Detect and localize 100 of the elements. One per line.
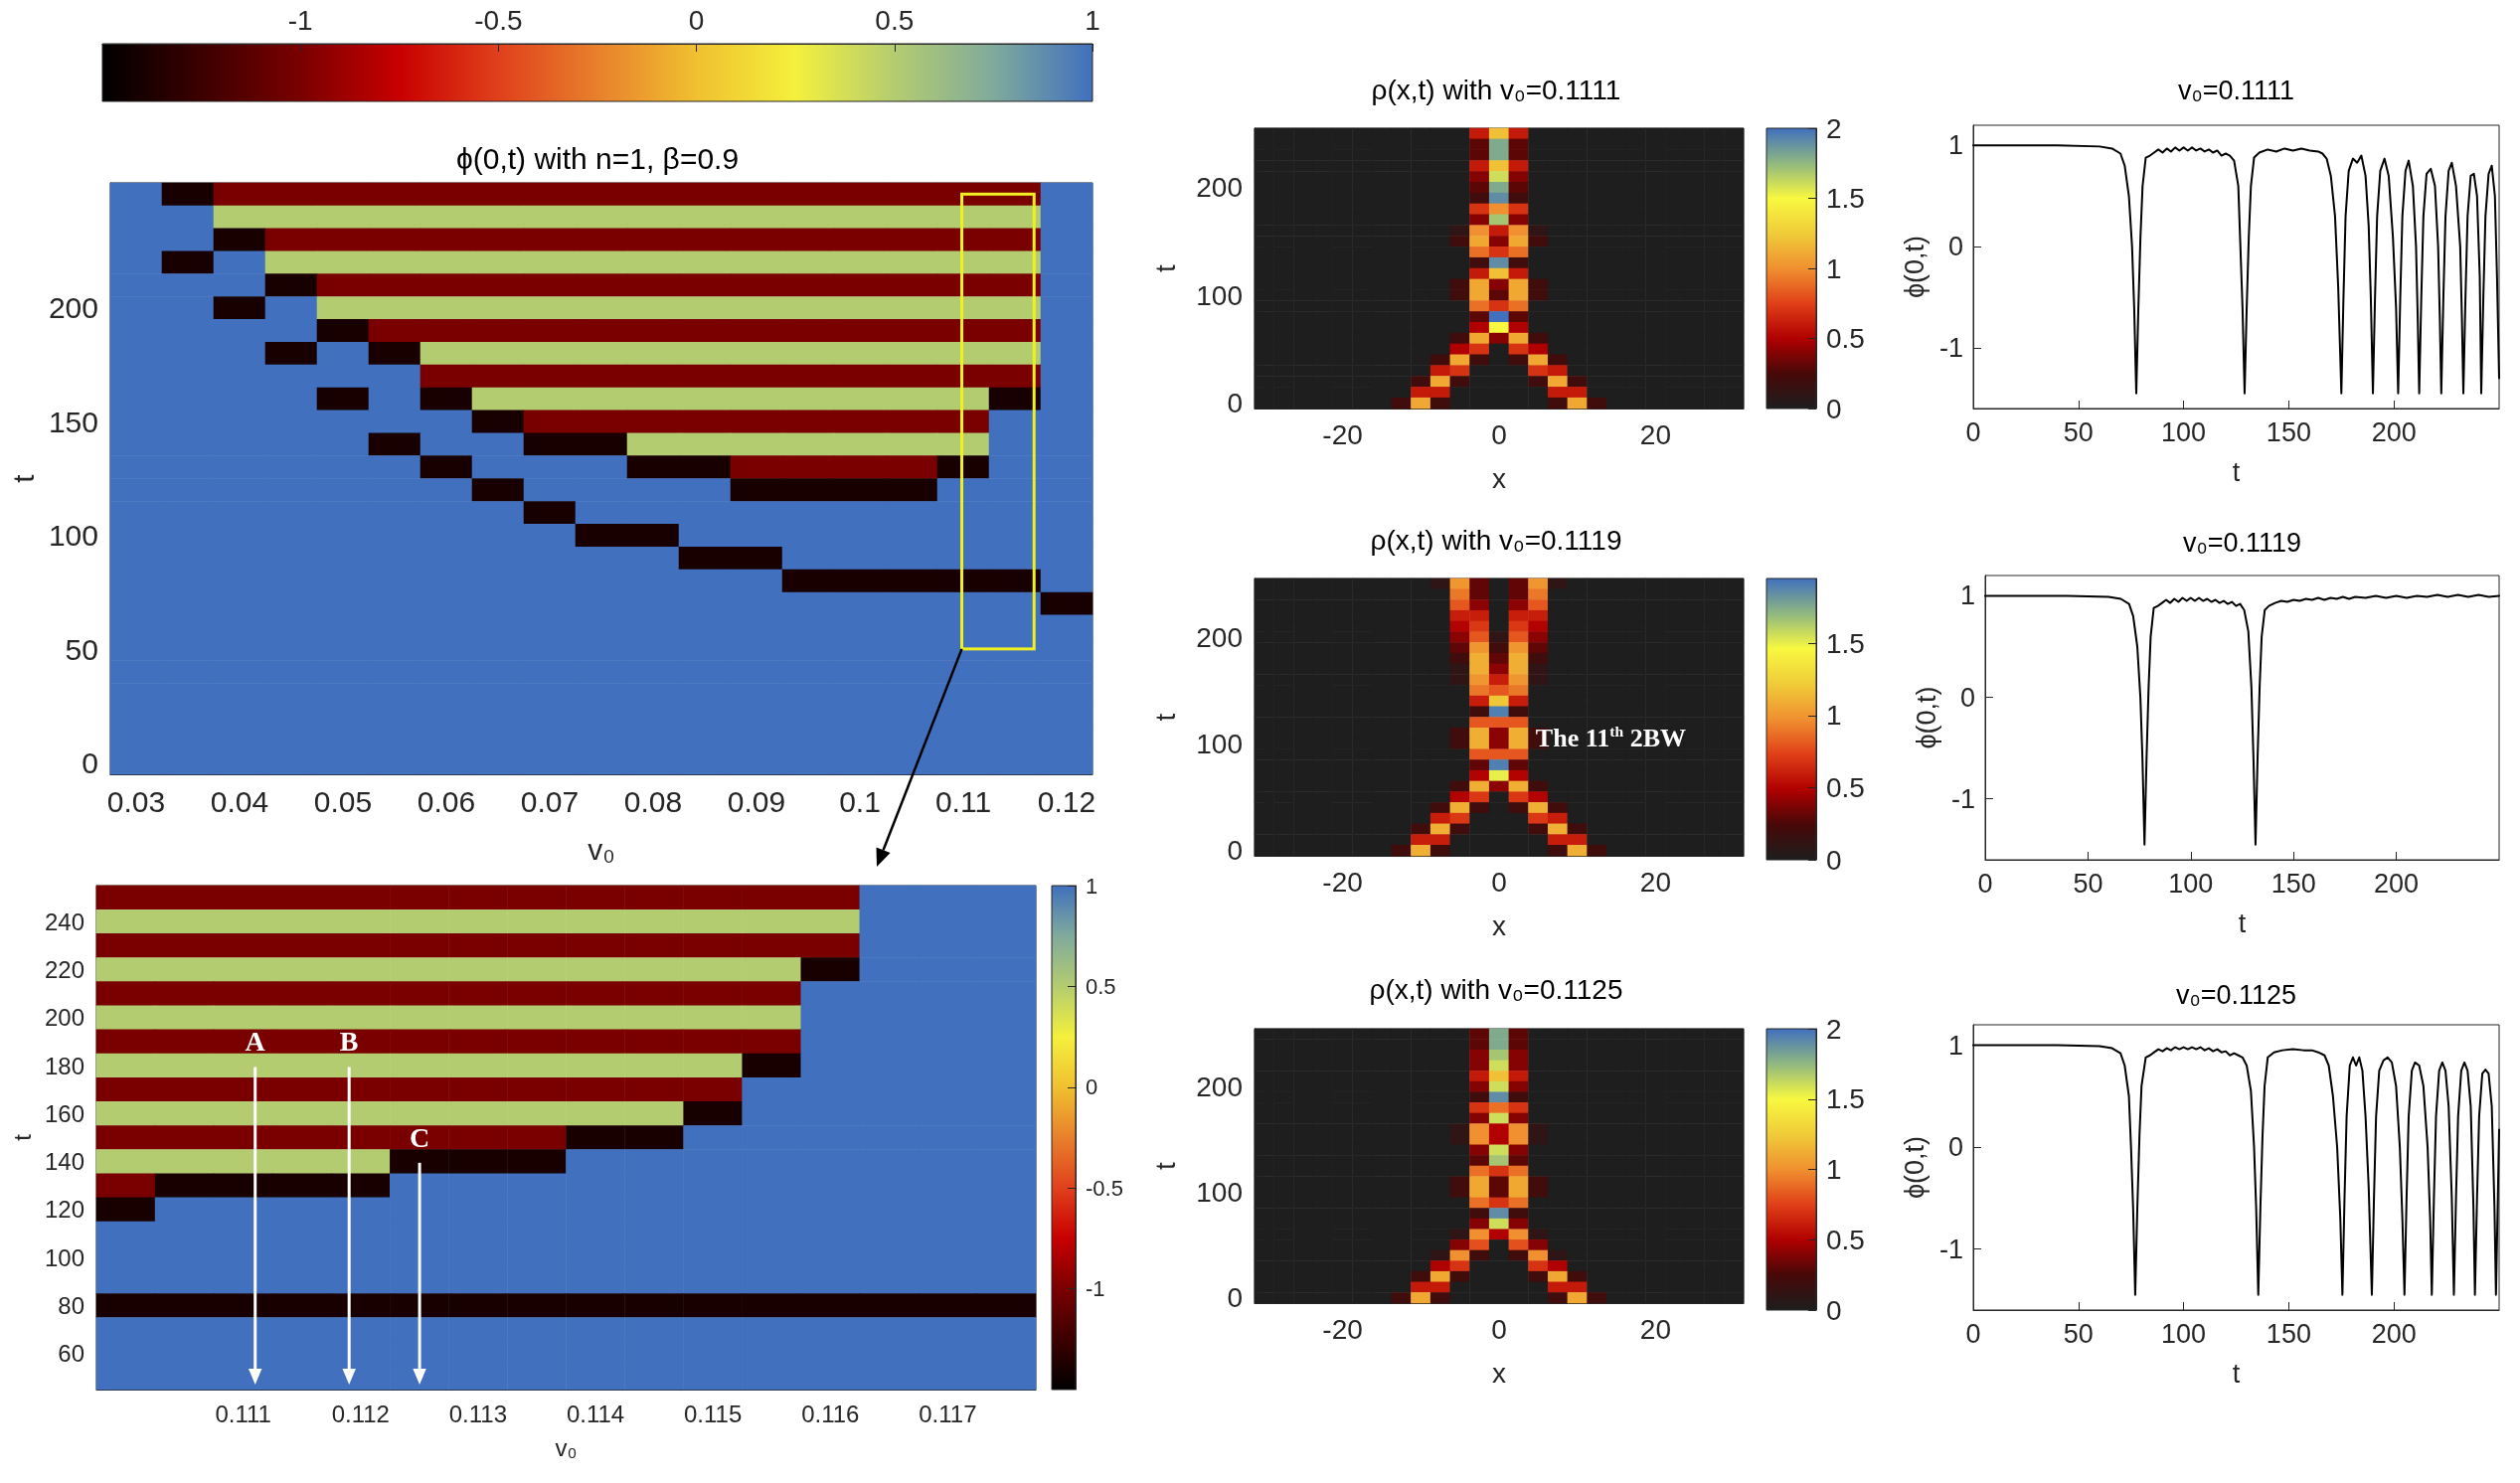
x-axis-title: t <box>2238 907 2247 938</box>
color-bar-label: -1 <box>1086 1276 1105 1302</box>
y-axis-title: t <box>8 1133 36 1141</box>
x-tick-label: 150 <box>2266 416 2311 447</box>
x-tick-label: 20 <box>1639 418 1672 450</box>
chart-title: ρ(x,t) with v₀=0.1125 <box>1369 973 1623 1005</box>
x-tick-label: 50 <box>2063 1318 2094 1349</box>
y-tick-label: 200 <box>1196 621 1243 653</box>
x-tick-label: 150 <box>2270 868 2316 899</box>
y-tick-label: 0 <box>1227 1282 1243 1314</box>
x-tick-label: 20 <box>1639 1313 1672 1345</box>
y-tick-label: 0 <box>82 746 98 780</box>
line-series <box>1972 1044 2500 1296</box>
annotation: A <box>245 1025 265 1057</box>
y-axis-title: t <box>1149 263 1181 272</box>
color-bar-label: 1.5 <box>1826 183 1865 214</box>
y-tick-label: 200 <box>44 1004 84 1032</box>
y-tick-label: 1 <box>1947 130 1963 161</box>
x-axis-title: x <box>1492 909 1506 941</box>
y-tick-label: 200 <box>1196 1071 1243 1102</box>
x-tick-label: 0.06 <box>417 784 476 818</box>
y-tick-label: 0 <box>1947 232 1963 262</box>
color-bar-label: 2 <box>1826 112 1842 144</box>
x-tick-label: 50 <box>2073 868 2103 899</box>
y-tick-label: 120 <box>44 1196 84 1224</box>
y-tick-label: 0 <box>1947 1132 1963 1162</box>
y-tick-label: 180 <box>44 1052 84 1079</box>
y-axis-title: ϕ(0,t) <box>1899 235 1930 299</box>
x-tick-label: 0.111 <box>215 1400 271 1427</box>
chart-title: ρ(x,t) with v₀=0.1119 <box>1370 524 1622 556</box>
y-tick-label: 240 <box>44 907 84 935</box>
x-tick-label: 0.08 <box>623 784 683 818</box>
color-bar-label: 1 <box>1826 700 1842 732</box>
x-tick-label: 0.11 <box>934 784 992 818</box>
x-tick-label: 0.1 <box>839 784 881 818</box>
y-tick-label: 140 <box>44 1148 84 1176</box>
y-tick-label: -1 <box>1950 783 1975 814</box>
y-tick-label: 100 <box>1196 279 1243 311</box>
color-bar-label: 1.5 <box>1826 627 1865 659</box>
x-tick-label: 0 <box>1491 1313 1507 1345</box>
x-axis-title: t <box>2232 456 2241 487</box>
x-tick-label: 200 <box>2371 1318 2417 1349</box>
color-bar-label: -0.5 <box>474 4 523 36</box>
x-tick-label: -20 <box>1322 418 1363 450</box>
y-tick-label: 0 <box>1959 682 1975 713</box>
x-tick-label: 20 <box>1639 866 1672 898</box>
x-tick-label: 200 <box>2374 868 2420 899</box>
color-bar-label: 1.5 <box>1826 1083 1865 1115</box>
x-tick-label: 0.05 <box>313 784 373 818</box>
x-tick-label: 0 <box>1491 866 1507 898</box>
y-axis-title: ϕ(0,t) <box>1911 686 1941 749</box>
x-axis-title: v₀ <box>588 832 615 866</box>
color-bar-label: 0.5 <box>1826 1224 1865 1255</box>
y-tick-label: -1 <box>1938 332 1963 363</box>
color-bar-label: 1 <box>1826 252 1842 284</box>
color-bar-label: 1 <box>1086 873 1098 899</box>
y-tick-label: 1 <box>1959 580 1975 611</box>
y-tick-label: 200 <box>48 291 98 325</box>
annotation: The 11$^{th}$ 2BW <box>1535 723 1686 752</box>
color-bar-label: -0.5 <box>1086 1175 1123 1201</box>
chart-title: ρ(x,t) with v₀=0.1111 <box>1371 74 1621 105</box>
line-series <box>1972 144 2500 395</box>
y-tick-label: 0 <box>1227 835 1243 867</box>
x-axis-title: x <box>1492 1357 1506 1389</box>
x-axis-title: x <box>1492 462 1506 494</box>
y-tick-label: 220 <box>44 956 84 983</box>
y-tick-label: 200 <box>1196 172 1243 204</box>
x-axis-title: t <box>2232 1358 2241 1389</box>
y-tick-label: 160 <box>44 1099 84 1127</box>
x-tick-label: 0.112 <box>331 1400 390 1427</box>
x-tick-label: 0.12 <box>1037 784 1096 818</box>
x-tick-label: 0.04 <box>210 784 269 818</box>
x-tick-label: 0 <box>1491 418 1507 450</box>
x-tick-label: 0.07 <box>520 784 580 818</box>
color-bar-label: 1 <box>1826 1154 1842 1185</box>
x-tick-label: 0.113 <box>448 1400 508 1427</box>
x-tick-label: 200 <box>2371 416 2417 447</box>
y-axis-title: t <box>6 473 40 483</box>
y-tick-label: 50 <box>65 632 98 666</box>
y-axis-title: ϕ(0,t) <box>1899 1135 1930 1200</box>
chart-title: v₀=0.1125 <box>2175 979 2297 1010</box>
x-tick-label: 100 <box>2161 416 2207 447</box>
x-tick-label: 0.114 <box>566 1400 625 1427</box>
color-bar-label: 2 <box>1826 1013 1842 1045</box>
x-tick-label: -20 <box>1322 1313 1363 1345</box>
x-tick-label: -20 <box>1322 866 1363 898</box>
y-tick-label: 60 <box>58 1340 84 1368</box>
chart-title: v₀=0.1119 <box>2182 527 2302 558</box>
annotation: C <box>409 1121 430 1153</box>
x-tick-label: 100 <box>2161 1318 2207 1349</box>
x-tick-label: 0.117 <box>919 1400 977 1427</box>
color-bar-label: 0 <box>688 4 705 36</box>
color-bar-label: 0 <box>1086 1074 1098 1100</box>
chart-title: ϕ(0,t) with n=1, β=0.9 <box>455 141 740 175</box>
line-series <box>1984 593 2500 846</box>
color-bar-label: 0.5 <box>875 4 915 36</box>
color-bar-label: 1 <box>1085 4 1100 36</box>
annotation: B <box>339 1025 359 1057</box>
color-bar-label: 0.5 <box>1826 771 1865 803</box>
y-tick-label: 1 <box>1947 1030 1963 1061</box>
